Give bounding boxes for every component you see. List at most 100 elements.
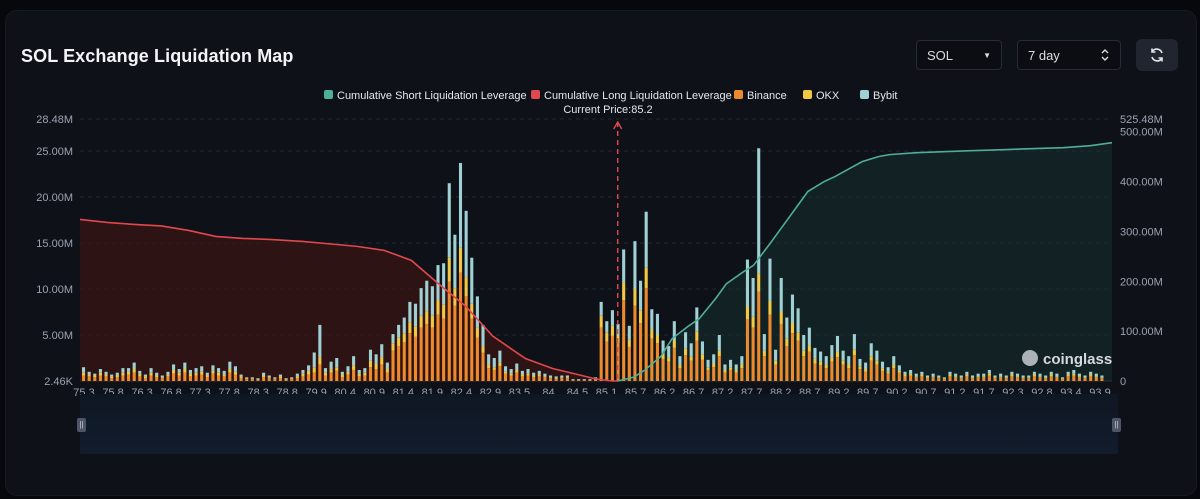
bar-okx: [357, 373, 361, 377]
bar-okx: [250, 378, 254, 380]
bar-okx: [712, 363, 716, 368]
bar-binance: [802, 356, 806, 381]
bar-okx: [925, 377, 930, 379]
bar-bybit: [588, 379, 592, 381]
slider-left-handle[interactable]: ||: [77, 418, 86, 432]
symbol-select[interactable]: SOL ▼: [916, 40, 1002, 70]
bar-binance: [1044, 378, 1048, 381]
bar-binance: [695, 340, 699, 381]
bar-bybit: [779, 277, 783, 313]
bar-okx: [127, 371, 131, 375]
bar-binance: [385, 372, 389, 381]
bar-okx: [205, 375, 209, 378]
bar-binance: [954, 377, 958, 381]
bar-bybit: [841, 350, 845, 361]
bar-binance: [779, 323, 783, 381]
bar-binance: [335, 370, 339, 381]
bar-okx: [824, 364, 828, 369]
bar-okx: [138, 373, 142, 377]
bar-binance: [537, 376, 541, 381]
bar-bybit: [892, 356, 896, 365]
bar-binance: [368, 367, 373, 381]
legend-swatch: [531, 90, 540, 99]
bar-okx: [284, 379, 288, 381]
bar-binance: [155, 377, 159, 381]
zoom-slider[interactable]: || ||: [77, 394, 1121, 454]
bar-bybit: [402, 317, 406, 334]
bar-bybit: [278, 374, 283, 377]
bar-binance: [925, 378, 930, 381]
bar-binance: [785, 346, 789, 381]
bar-binance: [543, 377, 547, 381]
bar-bybit: [250, 377, 254, 379]
bar-binance: [307, 374, 311, 381]
bar-binance: [594, 379, 598, 381]
bar-bybit: [661, 340, 665, 354]
bar-bybit: [785, 317, 789, 339]
bar-bybit: [582, 379, 586, 381]
bar-binance: [222, 376, 226, 381]
bar-bybit: [233, 366, 238, 372]
bar-okx: [301, 373, 305, 377]
bar-bybit: [639, 280, 643, 311]
bar-binance: [127, 374, 131, 381]
bar-okx: [464, 277, 468, 297]
bar-bybit: [565, 375, 569, 378]
bar-binance: [1077, 377, 1081, 381]
slider-right-handle[interactable]: ||: [1112, 418, 1121, 432]
bar-okx: [835, 351, 840, 358]
bar-okx: [368, 360, 373, 368]
bar-bybit: [965, 371, 969, 375]
bar-okx: [245, 378, 249, 380]
bar-binance: [909, 375, 913, 381]
bar-binance: [1004, 378, 1008, 381]
bar-bybit: [352, 356, 356, 366]
bar-binance: [374, 369, 378, 381]
refresh-button[interactable]: [1136, 39, 1178, 71]
bar-bybit: [858, 358, 862, 367]
bar-bybit: [442, 263, 446, 305]
bar-bybit: [93, 373, 97, 376]
bar-binance: [897, 372, 901, 381]
bar-binance: [110, 378, 114, 381]
bar-binance: [267, 378, 271, 381]
bar-binance: [1072, 375, 1076, 381]
symbol-select-value: SOL: [927, 47, 954, 63]
bar-bybit: [492, 358, 496, 368]
page-title: SOL Exchange Liquidation Map: [21, 46, 294, 66]
bar-bybit: [729, 359, 733, 368]
bar-binance: [194, 375, 198, 381]
bar-okx: [700, 354, 704, 360]
bar-binance: [183, 372, 187, 381]
bar-bybit: [458, 162, 463, 248]
bar-bybit: [554, 376, 558, 379]
bar-binance: [419, 327, 423, 381]
bar-bybit: [487, 354, 491, 365]
caret-down-icon: ▼: [983, 50, 991, 60]
bar-binance: [577, 380, 581, 381]
bar-okx: [239, 376, 243, 379]
legend-swatch: [734, 90, 743, 99]
bar-binance: [256, 380, 260, 381]
bar-bybit: [790, 294, 795, 324]
bar-bybit: [644, 211, 648, 268]
range-select[interactable]: 7 day: [1017, 40, 1121, 70]
current-price-arrow: [613, 120, 623, 130]
bar-okx: [729, 367, 733, 370]
bar-binance: [661, 358, 665, 381]
bar-binance: [655, 343, 659, 381]
bar-okx: [1015, 376, 1020, 378]
bar-okx: [706, 367, 710, 370]
bar-binance: [847, 368, 851, 381]
bar-bybit: [942, 377, 946, 379]
bar-okx: [323, 372, 328, 376]
bar-binance: [644, 288, 648, 381]
bar-okx: [380, 357, 384, 365]
range-select-value: 7 day: [1028, 47, 1060, 63]
bar-binance: [1066, 376, 1070, 381]
bar-binance: [284, 380, 288, 381]
bar-bybit: [819, 351, 823, 362]
watermark-text: coinglass: [1043, 351, 1112, 368]
bar-okx: [183, 369, 187, 373]
bar-okx: [385, 369, 389, 373]
